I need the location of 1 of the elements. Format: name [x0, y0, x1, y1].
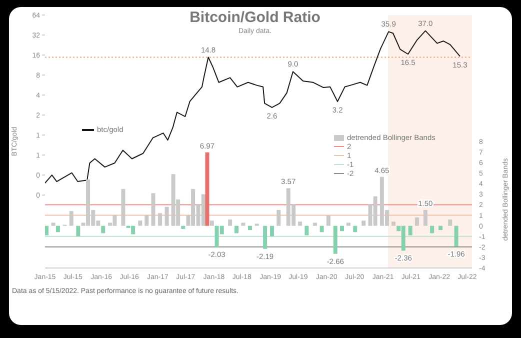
chart-title: Bitcoin/Gold Ratio: [190, 9, 320, 26]
